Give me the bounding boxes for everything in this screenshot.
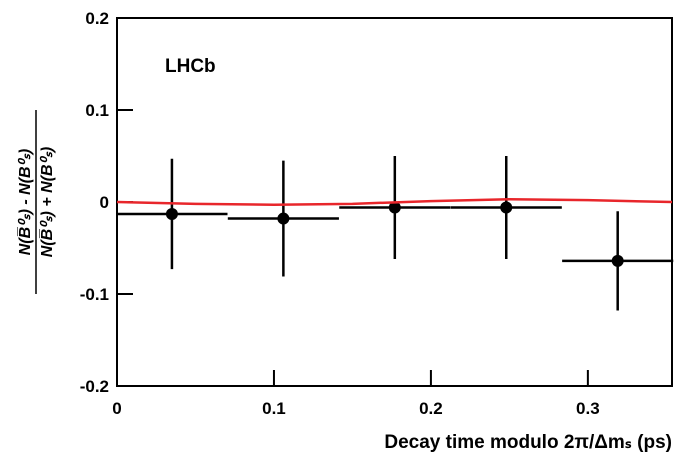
data-point — [500, 201, 513, 214]
y-label-denominator: N(B̅⁰ₛ) + N(B⁰ₛ) — [38, 147, 56, 258]
x-tick-label: 0.2 — [419, 399, 443, 418]
data-point — [388, 201, 401, 214]
y-tick-label: 0 — [100, 193, 109, 212]
annotation: LHCb — [165, 56, 216, 77]
x-tick-label: 0 — [112, 399, 121, 418]
y-tick-label: 0.1 — [85, 101, 109, 120]
y-tick-label: -0.1 — [80, 285, 109, 304]
y-label-numerator: N(B̅⁰ₛ) - N(B⁰ₛ) — [16, 149, 34, 256]
data-point — [277, 212, 290, 225]
x-tick-label: 0.1 — [262, 399, 286, 418]
x-axis-label: Decay time modulo 2π/Δmₛ (ps) — [384, 432, 672, 453]
x-tick-label: 0.3 — [576, 399, 600, 418]
data-point — [165, 207, 178, 220]
y-tick-label: 0.2 — [85, 9, 109, 28]
y-axis-label: N(B̅⁰ₛ) - N(B⁰ₛ) N(B̅⁰ₛ) + N(B⁰ₛ) — [16, 110, 56, 294]
y-tick-label: -0.2 — [80, 377, 109, 396]
data-point — [611, 254, 624, 267]
fit-curve — [116, 197, 673, 207]
